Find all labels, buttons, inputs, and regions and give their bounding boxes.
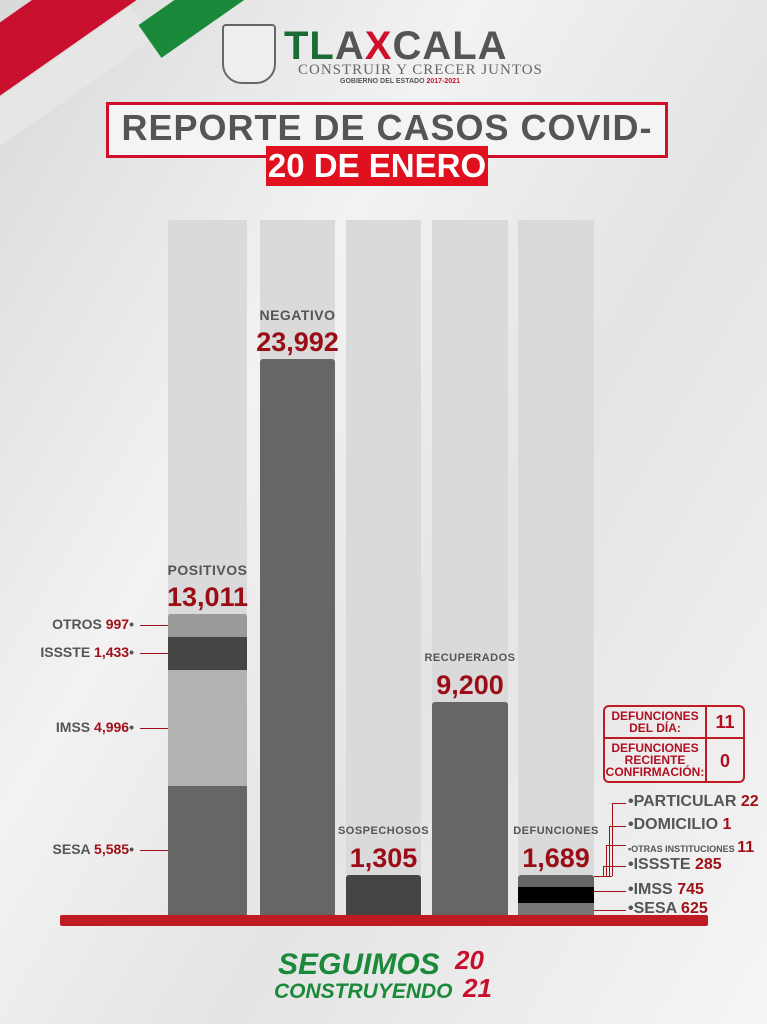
footer-line1: SEGUIMOS <box>278 948 440 981</box>
bar-track <box>346 220 421 915</box>
footer-year: 20 21 <box>455 946 492 1002</box>
state-seal-icon <box>222 24 276 84</box>
category-label: POSITIVOS <box>167 561 248 578</box>
value-label: 1,305 <box>349 843 418 873</box>
segment-name: SESA <box>633 900 677 917</box>
segment-upper <box>518 887 594 903</box>
segment-sesa <box>168 785 247 915</box>
leader-line <box>594 910 626 911</box>
label-sesa: SESA 5,585• <box>52 841 134 858</box>
segment-name: ISSSTE <box>633 856 691 873</box>
leader-vertical <box>606 845 607 876</box>
defunciones-box: DEFUNCIONES DEL DÍA: 11 DEFUNCIONES RECIEN… <box>603 705 745 783</box>
bar-track <box>518 220 594 915</box>
segment-value: 285 <box>694 856 722 873</box>
label-def-otras-instituciones: •OTRAS INSTITUCIONES 11 <box>628 839 755 856</box>
dia-label: DEFUNCIONES <box>611 709 699 723</box>
leader-line <box>594 876 603 877</box>
bar-recuperados <box>432 701 508 915</box>
segment-value: 5,585 <box>94 841 130 858</box>
segment-name: DOMICILIO <box>633 816 719 833</box>
bar-negativo <box>260 359 335 915</box>
segment-otros <box>168 613 247 637</box>
label-def-issste: •ISSSTE 285 <box>628 856 722 873</box>
segment-value: 745 <box>677 881 704 898</box>
category-label: NEGATIVO <box>259 307 336 324</box>
segment-name: ISSSTE <box>40 644 91 661</box>
dia-value: 11 <box>715 712 735 732</box>
segment-value: 997 <box>105 616 130 633</box>
category-label: DEFUNCIONES <box>513 825 599 837</box>
segment-name: SESA <box>52 841 91 858</box>
segment-issste <box>168 636 247 670</box>
bar-defunciones <box>518 875 594 915</box>
label-def-imss: •IMSS 745 <box>628 881 704 898</box>
segment-sesa <box>518 903 594 915</box>
segment-value: 1 <box>722 816 732 833</box>
leader-line <box>140 653 168 655</box>
segment-value: 625 <box>681 900 708 917</box>
segment-value: 1,433 <box>94 644 130 661</box>
footer-line2: CONSTRUYENDO <box>274 980 453 1003</box>
value-label: 13,011 <box>166 581 249 612</box>
leader-line <box>606 845 626 846</box>
dia-label-2: DEL DÍA: <box>629 721 681 735</box>
segment-name: IMSS <box>633 881 673 898</box>
segment-name: PARTICULAR <box>633 793 737 810</box>
label-issste: ISSSTE 1,433• <box>40 644 134 661</box>
leader-line <box>140 850 168 852</box>
leader-line <box>609 826 626 827</box>
value-label: 1,689 <box>522 843 590 873</box>
category-label: RECUPERADOS <box>424 651 516 664</box>
leader-line <box>603 866 626 867</box>
year-1: 20 <box>455 945 484 975</box>
label-imss: IMSS 4,996• <box>55 718 134 735</box>
rec-value: 0 <box>719 751 730 771</box>
value-label: 23,992 <box>256 327 339 358</box>
leader-line <box>140 727 168 729</box>
segment-imss <box>168 669 247 786</box>
label-otros: OTROS 997• <box>52 616 134 633</box>
category-label: SOSPECHOSOS <box>337 825 430 837</box>
gobierno-label: GOBIERNO DEL ESTADO 2017-2021 <box>340 78 460 85</box>
label-def-sesa: •SESA 625 <box>628 900 708 917</box>
bar-positivos <box>168 613 247 915</box>
leader-vertical <box>603 866 604 876</box>
rec-label: DEFUNCIONES <box>611 741 699 755</box>
bar-sospechosos <box>346 875 421 915</box>
leader-vertical <box>609 826 610 876</box>
label-def-domicilio: •DOMICILIO 1 <box>628 816 732 833</box>
report-date: 20 DE ENERO <box>266 146 488 186</box>
leader-line <box>594 891 626 892</box>
slogan: CONSTRUIR Y CRECER JUNTOS <box>298 62 543 78</box>
segment-value: 11 <box>737 839 755 856</box>
segment-name: OTROS <box>52 616 102 633</box>
segment-value: 4,996 <box>94 718 130 735</box>
label-def-particular: •PARTICULAR 22 <box>628 793 759 810</box>
year-2: 21 <box>463 973 492 1003</box>
leader-line <box>140 625 168 627</box>
rec-label-2: RECIENTE <box>624 753 686 767</box>
segment-value: 22 <box>740 793 759 810</box>
logo: TLAXCALA <box>284 24 508 68</box>
value-label: 9,200 <box>436 669 504 700</box>
chart-baseline <box>60 915 708 926</box>
rec-label-3: CONFIRMACIÓN: <box>605 765 705 779</box>
segment-name: IMSS <box>55 718 91 735</box>
leader-line <box>612 803 626 804</box>
segment-name: OTRAS INSTITUCIONES <box>631 844 735 854</box>
leader-vertical <box>612 803 613 876</box>
